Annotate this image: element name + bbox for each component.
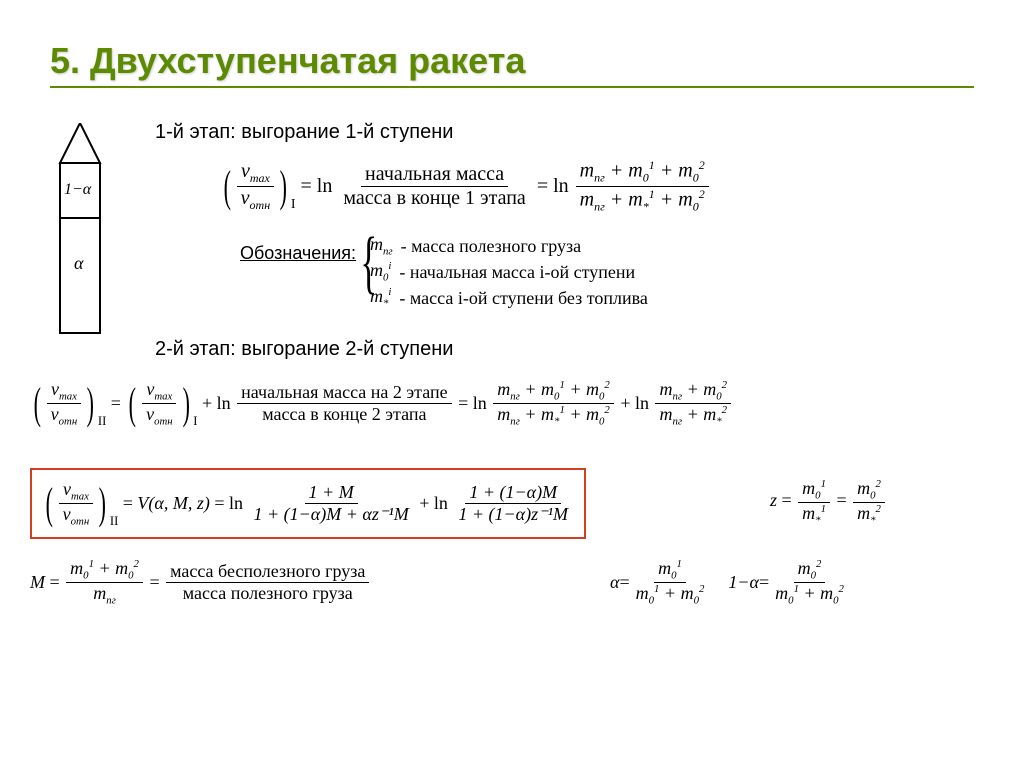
stage2-heading: 2-й этап: выгорание 2-й ступени — [155, 338, 453, 361]
rocket-top-label: 1−α — [64, 181, 91, 199]
stage1-heading: 1-й этап: выгорание 1-й ступени — [155, 121, 453, 144]
rocket-bottom-label: α — [74, 253, 83, 274]
equation-m: M = m01 + m02 mпг = масса бесполезного г… — [30, 558, 371, 606]
page-title: 5. Двухступенчатая ракета — [50, 40, 974, 88]
equation-stage1: (vmaxvотн)I = ln начальная массамасса в … — [220, 158, 711, 214]
equation-alpha: α = m01 m01 + m02 1−α = m02 m01 + m02 — [610, 558, 850, 606]
rocket-diagram: 1−α α — [50, 123, 110, 343]
notation-heading: Обозначения: — [240, 243, 356, 264]
equation-z: z = m01m*1 = m02m*2 — [770, 478, 887, 526]
notation-body: { mпг- масса полезного груза m0i- началь… — [370, 233, 648, 311]
boxed-equation: (vmaxvотн)II = V(α, M, z) = ln 1 + M1 + … — [30, 468, 586, 539]
equation-stage2: (vmaxvотн)II = (vmaxvотн)I + ln начальна… — [30, 378, 733, 429]
